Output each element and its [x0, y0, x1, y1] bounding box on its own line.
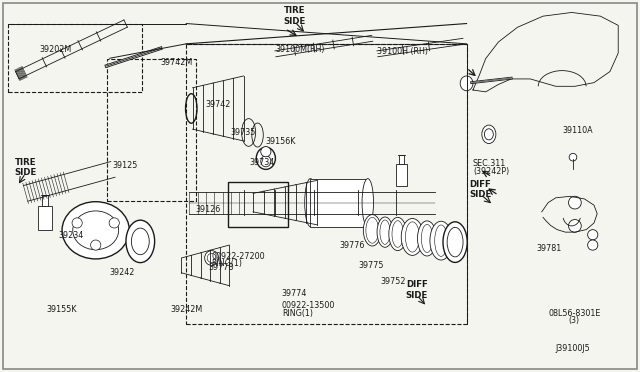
Ellipse shape	[207, 253, 216, 263]
Ellipse shape	[256, 147, 275, 169]
Circle shape	[568, 196, 581, 209]
Text: 39242: 39242	[109, 268, 135, 277]
Text: 39778: 39778	[209, 263, 234, 272]
Text: J39100J5: J39100J5	[556, 344, 591, 353]
Ellipse shape	[430, 221, 452, 260]
Ellipse shape	[443, 222, 467, 262]
Text: 39742M: 39742M	[161, 58, 193, 67]
Ellipse shape	[389, 217, 406, 251]
Circle shape	[568, 219, 581, 232]
Ellipse shape	[126, 220, 155, 263]
Circle shape	[588, 240, 598, 250]
Ellipse shape	[417, 221, 436, 256]
Text: DIFF
SIDE: DIFF SIDE	[470, 180, 492, 199]
Text: 39234: 39234	[59, 231, 84, 240]
Ellipse shape	[482, 125, 496, 144]
Text: 39775: 39775	[358, 261, 384, 270]
Circle shape	[91, 240, 100, 250]
Bar	[228, 182, 288, 227]
Text: (39242P): (39242P)	[473, 167, 509, 176]
Ellipse shape	[73, 211, 118, 250]
Text: 39202M: 39202M	[40, 45, 72, 54]
Text: 39156K: 39156K	[266, 137, 296, 146]
Ellipse shape	[447, 227, 463, 257]
Ellipse shape	[364, 215, 381, 246]
Bar	[186, 44, 467, 324]
Text: 39735: 39735	[231, 128, 256, 137]
Ellipse shape	[377, 217, 393, 247]
Text: 39125: 39125	[113, 161, 138, 170]
Text: 00922-27200: 00922-27200	[212, 251, 266, 261]
Text: 39774: 39774	[282, 289, 307, 298]
Bar	[399, 155, 404, 164]
Text: (3): (3)	[568, 316, 580, 325]
Bar	[310, 179, 368, 227]
Text: RING(1): RING(1)	[212, 259, 243, 268]
Ellipse shape	[484, 129, 493, 140]
Text: RING(1): RING(1)	[282, 309, 313, 318]
Ellipse shape	[205, 251, 219, 265]
Ellipse shape	[401, 218, 424, 256]
Text: 39734: 39734	[250, 157, 275, 167]
Circle shape	[588, 230, 598, 240]
Ellipse shape	[460, 76, 473, 91]
Text: SEC.311: SEC.311	[473, 159, 506, 169]
Text: 08L56-8301E: 08L56-8301E	[548, 309, 600, 318]
Ellipse shape	[380, 220, 390, 244]
Ellipse shape	[405, 222, 419, 252]
Ellipse shape	[62, 202, 129, 259]
Text: TIRE
SIDE: TIRE SIDE	[15, 158, 36, 177]
Bar	[106, 59, 196, 201]
Text: 39155K: 39155K	[46, 305, 77, 314]
Bar	[8, 23, 141, 92]
Bar	[42, 195, 47, 206]
Bar	[38, 206, 52, 230]
Text: 39100H (RH): 39100H (RH)	[378, 47, 428, 56]
Text: 00922-13500: 00922-13500	[282, 301, 335, 311]
Ellipse shape	[260, 156, 271, 167]
Text: 39100M(RH): 39100M(RH)	[275, 45, 325, 54]
Bar	[396, 164, 407, 186]
Circle shape	[72, 218, 83, 228]
Text: 39126: 39126	[196, 205, 221, 215]
Ellipse shape	[366, 217, 379, 243]
Circle shape	[569, 153, 577, 161]
Text: 39742: 39742	[205, 100, 230, 109]
Circle shape	[260, 147, 271, 157]
Ellipse shape	[421, 224, 433, 253]
Text: 39242M: 39242M	[170, 305, 202, 314]
Text: 39110A: 39110A	[562, 126, 593, 135]
Ellipse shape	[435, 225, 447, 256]
Text: DIFF
SIDE: DIFF SIDE	[406, 280, 428, 300]
Ellipse shape	[131, 228, 149, 255]
Ellipse shape	[392, 221, 403, 247]
Ellipse shape	[305, 179, 316, 227]
Text: 39776: 39776	[339, 241, 365, 250]
Circle shape	[109, 218, 119, 228]
Ellipse shape	[362, 179, 374, 227]
Text: 39781: 39781	[537, 244, 562, 253]
Text: TIRE
SIDE: TIRE SIDE	[284, 6, 306, 26]
Text: 39752: 39752	[381, 278, 406, 286]
